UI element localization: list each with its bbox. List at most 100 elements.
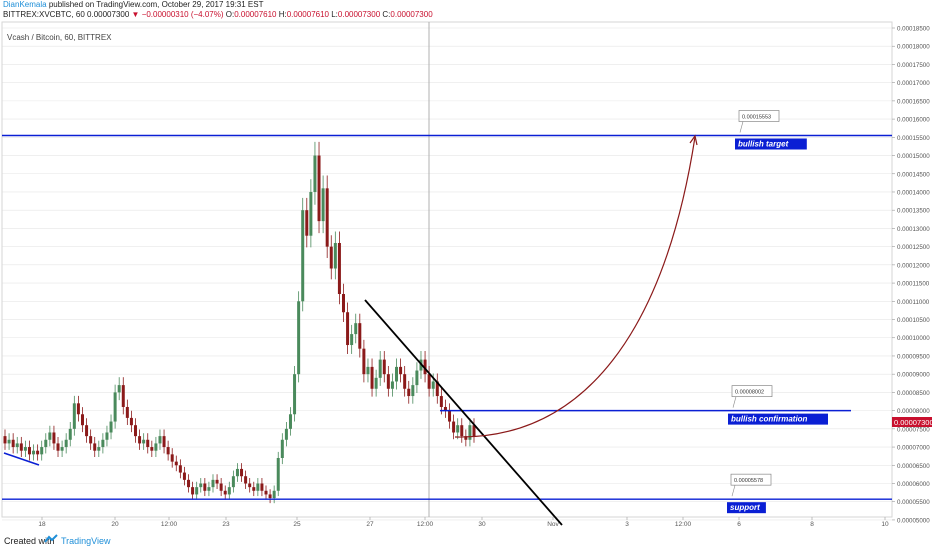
candle-body (3, 436, 7, 444)
candle-body (80, 414, 84, 426)
plot-frame (1, 21, 893, 518)
x-tick-label: 27 (366, 521, 374, 528)
candle-body (390, 381, 394, 389)
candle-body (354, 323, 358, 335)
candle-body (313, 155, 317, 192)
candle-body (427, 374, 431, 389)
candle-body (72, 403, 76, 429)
last-price-marker: 0.00007300 (892, 417, 932, 427)
price-axis[interactable]: 0.00018500 0.00018000 0.00017500 0.00017000… (892, 26, 930, 525)
level-value-box (730, 473, 772, 486)
y-tick-label: 0.00006000 (897, 481, 930, 488)
candle-body (284, 428, 288, 440)
candle-body (272, 490, 276, 499)
candle-body (264, 490, 268, 495)
y-tick-label: 0.00015500 (897, 135, 930, 142)
y-tick-label: 0.00005000 (897, 517, 930, 524)
open-value: 0.00007610 (234, 10, 277, 19)
y-tick-label: 0.00013000 (897, 226, 930, 233)
candle-body (370, 366, 374, 389)
candle-body (407, 388, 411, 397)
y-tick-label: 0.00012500 (897, 244, 930, 251)
candle-body (325, 188, 329, 247)
candle-body (97, 447, 101, 451)
candle-body (166, 447, 170, 455)
close-label: C: (382, 10, 391, 19)
candle-body (378, 359, 382, 378)
descending-trendline[interactable] (364, 299, 563, 526)
level-value-box (731, 385, 773, 397)
candle-body (109, 421, 113, 433)
grid (2, 27, 892, 521)
y-tick-label: 0.00016000 (897, 117, 930, 124)
candle-body (219, 483, 223, 491)
candle-body (395, 366, 399, 382)
candle-body (32, 450, 36, 455)
short-trend-segment[interactable] (3, 452, 40, 466)
candle-body (195, 487, 199, 495)
chart-header: DianKemala published on TradingView.com,… (3, 0, 433, 20)
candle-body (56, 443, 60, 451)
change-arrow-icon: ▼ (131, 10, 140, 19)
candle-body (48, 432, 52, 440)
candle-body (191, 487, 195, 495)
level-value-label: 0.00005578 (734, 478, 763, 484)
x-tick-label: 20 (111, 521, 119, 528)
candle-body (297, 301, 301, 375)
footer: Created with TradingView (0, 530, 932, 550)
y-tick-label: 0.00017000 (897, 80, 930, 87)
projection-arrow[interactable] (454, 136, 696, 438)
candle-body (448, 410, 452, 422)
candle-body (333, 242, 337, 269)
candle-body (162, 436, 166, 448)
candle-body (435, 381, 439, 397)
candle-body (27, 447, 31, 455)
publish-line: DianKemala published on TradingView.com,… (3, 0, 433, 10)
candle-body (452, 421, 456, 433)
candle-body (305, 210, 309, 236)
candle-body (456, 425, 460, 433)
price-chart[interactable]: Vcash / Bitcoin, 60, BITTREX 0.00015553 b… (0, 0, 932, 530)
x-tick-label: 3 (625, 521, 629, 528)
candle-body (105, 432, 109, 440)
level-callout-pointer (732, 396, 737, 408)
candle-body (187, 479, 191, 488)
candle-body (11, 439, 15, 448)
candle-body (468, 425, 472, 440)
candle-body (211, 479, 215, 488)
candle-body (256, 483, 260, 491)
y-tick-label: 0.00009500 (897, 353, 930, 360)
last-price-label: 0.00007300 (894, 418, 932, 427)
candle-body (125, 406, 129, 418)
candle-body (207, 487, 211, 491)
candle-body (182, 472, 186, 480)
candle-body (44, 439, 48, 448)
horizontal-levels[interactable]: 0.00015553 bullish target 0.00008002 bullis… (2, 110, 892, 514)
x-tick-label: 12:00 (161, 521, 178, 528)
x-tick-label: 12:00 (417, 521, 434, 528)
y-tick-label: 0.00014000 (897, 189, 930, 196)
y-tick-label: 0.00009000 (897, 372, 930, 379)
candle-body (101, 439, 105, 448)
candle-body (36, 450, 40, 455)
y-tick-label: 0.00016500 (897, 98, 930, 105)
tradingview-logo-icon (44, 534, 58, 543)
time-axis[interactable]: 18 20 12:00 23 25 27 12:00 30 Nov 3 12:00 6 8 10 (38, 517, 889, 528)
y-tick-label: 0.00010500 (897, 317, 930, 324)
candle-body (415, 370, 419, 386)
y-tick-label: 0.00014500 (897, 171, 930, 178)
author-link[interactable]: DianKemala (3, 0, 47, 9)
level-label: support (730, 503, 760, 512)
candle-body (431, 381, 435, 389)
level-value-box (738, 110, 780, 122)
chart-title: Vcash / Bitcoin, 60, BITTREX (7, 33, 112, 42)
candle-body (346, 312, 350, 346)
candle-body (341, 294, 345, 313)
candle-body (142, 439, 146, 444)
candle-body (382, 359, 386, 375)
candle-body (403, 374, 407, 389)
candle-body (399, 366, 403, 375)
tradingview-brand[interactable]: TradingView (61, 536, 111, 546)
candle-body (60, 447, 64, 451)
y-tick-label: 0.00011500 (897, 281, 930, 288)
